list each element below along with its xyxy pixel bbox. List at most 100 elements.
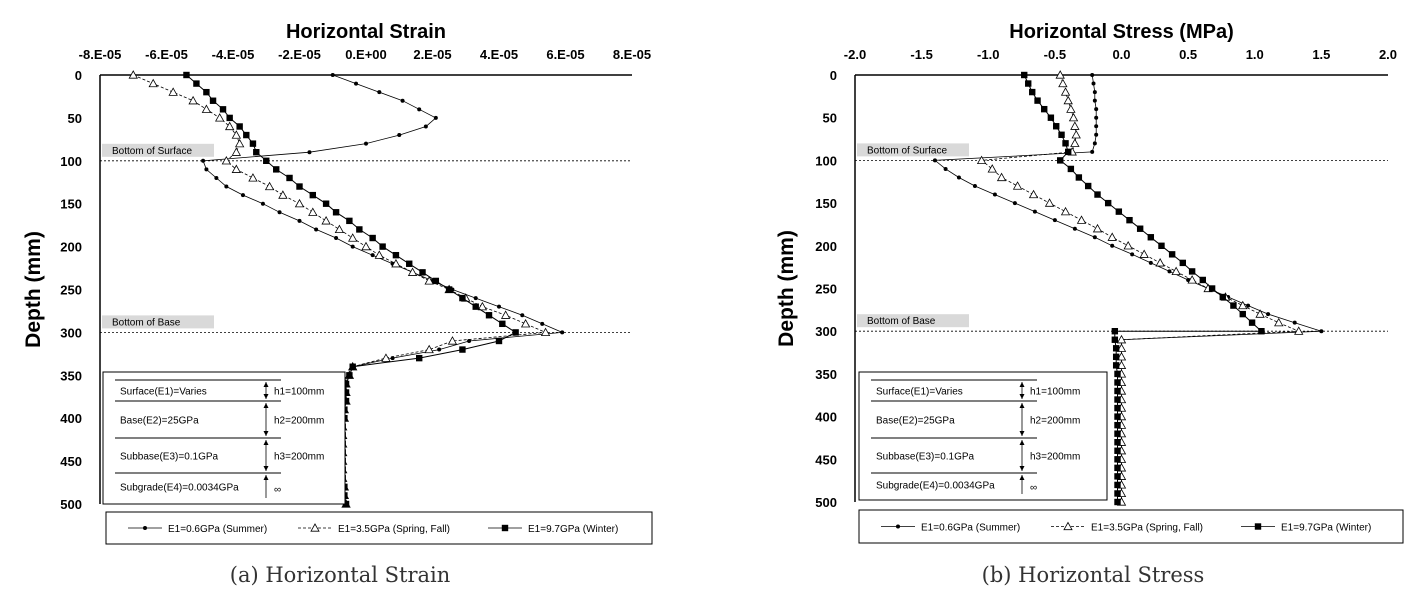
- data-point: [1114, 413, 1121, 420]
- data-point: [1239, 310, 1246, 318]
- annotation-box: [102, 315, 214, 329]
- inset-layer-label: Base(E2)=25GPa: [120, 416, 199, 427]
- legend-marker: [501, 524, 509, 532]
- data-point: [1063, 95, 1073, 105]
- data-point: [330, 73, 335, 77]
- data-point: [334, 224, 345, 234]
- figure-caption: (b) Horizontal Stress: [982, 563, 1205, 587]
- data-point: [253, 149, 260, 156]
- data-point: [1092, 235, 1097, 240]
- data-point: [361, 241, 371, 251]
- data-point: [1047, 114, 1055, 121]
- x-tick-label: 2.0: [1379, 47, 1397, 62]
- data-point: [1032, 209, 1037, 214]
- arrow-head: [263, 403, 269, 408]
- legend-label: E1=9.7GPa (Winter): [1281, 523, 1371, 534]
- data-point: [226, 114, 233, 122]
- arrow-head: [263, 394, 269, 399]
- data-point: [1171, 266, 1181, 276]
- legend-label: E1=9.7GPa (Winter): [528, 524, 618, 535]
- data-point: [1111, 328, 1119, 335]
- data-point: [1071, 129, 1081, 139]
- data-point: [485, 312, 493, 319]
- data-point: [976, 155, 987, 165]
- data-point: [1148, 260, 1153, 265]
- data-point: [243, 131, 250, 139]
- data-point: [370, 253, 375, 258]
- chart-title: Horizontal Strain: [286, 21, 446, 43]
- data-point: [1112, 362, 1120, 369]
- data-point: [1094, 107, 1099, 112]
- data-point: [273, 166, 280, 173]
- data-point: [1274, 317, 1284, 327]
- arrow-head: [263, 475, 269, 480]
- data-point: [364, 141, 368, 146]
- y-tick-label: 300: [60, 325, 82, 340]
- data-point: [1012, 181, 1023, 190]
- data-point: [342, 397, 350, 405]
- data-point: [424, 344, 434, 354]
- data-point: [231, 147, 242, 156]
- legend-label: E1=3.5GPa (Spring, Fall): [1091, 523, 1203, 534]
- data-point: [423, 124, 428, 129]
- x-tick-label: 6.E-05: [546, 47, 584, 62]
- data-point: [1075, 174, 1083, 181]
- data-point: [1028, 189, 1039, 199]
- data-point: [201, 104, 212, 113]
- data-point: [1155, 258, 1165, 267]
- y-tick-label: 500: [60, 497, 82, 512]
- data-point: [1112, 345, 1120, 352]
- data-point: [1123, 240, 1133, 250]
- data-point: [214, 175, 219, 180]
- data-point: [201, 158, 206, 163]
- data-point: [432, 277, 440, 285]
- y-tick-label: 100: [60, 154, 82, 169]
- x-tick-label: 8.E-05: [613, 47, 651, 62]
- data-point: [495, 337, 503, 345]
- data-point: [1168, 251, 1176, 258]
- data-point: [391, 258, 401, 268]
- data-point: [128, 70, 138, 79]
- data-point: [342, 389, 350, 396]
- inset-frame: [858, 371, 1108, 501]
- data-point: [1115, 208, 1123, 215]
- data-point: [1090, 73, 1095, 77]
- inset-thickness-label: h3=200mm: [1030, 452, 1080, 463]
- x-tick-label: -2.0: [844, 47, 866, 62]
- y-axis-label: Depth (mm): [775, 230, 798, 347]
- data-point: [1255, 309, 1265, 318]
- data-point: [322, 200, 330, 207]
- x-tick-label: 2.E-05: [413, 47, 451, 62]
- x-tick-label: -0.5: [1044, 47, 1066, 62]
- data-point: [1114, 396, 1121, 403]
- data-point: [307, 150, 312, 155]
- data-point: [294, 198, 305, 208]
- data-point: [932, 158, 937, 163]
- x-tick-label: -1.5: [910, 47, 932, 62]
- y-axis-label: Depth (mm): [22, 231, 45, 348]
- data-point: [1167, 269, 1172, 274]
- data-point: [987, 164, 997, 173]
- data-point: [264, 181, 275, 191]
- arrow-head: [263, 440, 269, 445]
- data-point: [1114, 481, 1121, 489]
- legend-marker: [1254, 523, 1262, 530]
- data-point: [203, 88, 210, 96]
- legend-marker: [310, 523, 320, 532]
- data-point: [1114, 404, 1121, 412]
- inset-thickness-label: h3=200mm: [274, 452, 324, 463]
- data-point: [1091, 81, 1096, 86]
- data-point: [417, 107, 422, 112]
- data-point: [321, 216, 331, 225]
- arrow-head: [1019, 403, 1025, 408]
- data-point: [1114, 387, 1121, 395]
- data-point: [467, 338, 472, 343]
- data-point: [1060, 206, 1071, 216]
- strain-chart-panel: Horizontal Strain -8.E-05 -6.E-05 -4.E-05 -2…: [22, 21, 653, 587]
- data-point: [1208, 285, 1216, 292]
- data-point: [1094, 132, 1099, 137]
- data-point: [215, 113, 225, 122]
- x-tick-label: -2.E-05: [278, 47, 321, 62]
- x-tick-label: 1.5: [1312, 47, 1330, 62]
